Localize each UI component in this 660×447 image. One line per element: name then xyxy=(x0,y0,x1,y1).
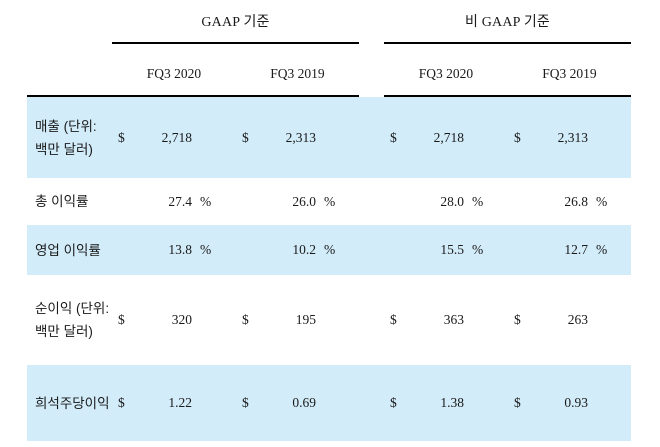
cell-value: 28.0 xyxy=(440,193,464,209)
cell-value: 195 xyxy=(295,312,316,327)
table-row-operating-margin: 영업 이익률 13.8 % 10.2 % 15.5 % 12.7 % xyxy=(27,225,631,275)
column-header-row: FQ3 2020 FQ3 2019 FQ3 2020 FQ3 2019 xyxy=(27,44,631,97)
cell-currency-symbol: $ xyxy=(390,312,397,327)
column-header-spacer xyxy=(27,44,112,97)
cell-value: 26.8 xyxy=(564,193,588,209)
table-row-revenue: 매출 (단위: 백만 달러) $ 2,718 $ 2,313 $ 2,718 $… xyxy=(27,97,631,178)
table-row-net-income: 순이익 (단위: 백만 달러) $ 320 $ 195 $ 363 $ 263 xyxy=(27,275,631,365)
cell-currency-symbol: $ xyxy=(242,129,249,145)
column-header-gaap-fq3-2020: FQ3 2020 xyxy=(112,44,236,97)
cell-percent-sign: % xyxy=(472,193,484,209)
cell-currency-symbol: $ xyxy=(390,129,397,145)
table-row-diluted-eps: 희석주당이익 $ 1.22 $ 0.69 $ 1.38 $ 0.93 xyxy=(27,365,631,441)
cell-value: 26.0 xyxy=(292,193,316,209)
cell-value: 1.22 xyxy=(168,395,192,410)
row-label: 영업 이익률 xyxy=(35,242,101,258)
cell-value: 2,313 xyxy=(557,129,588,145)
cell-value: 1.38 xyxy=(440,395,464,410)
row-label: 매출 (단위: 백만 달러) xyxy=(35,118,97,157)
cell-value: 27.4 xyxy=(168,193,192,209)
cell-currency-symbol: $ xyxy=(390,395,397,410)
row-label: 희석주당이익 xyxy=(35,395,110,411)
cell-value: 2,718 xyxy=(161,129,192,145)
cell-value: 15.5 xyxy=(440,242,464,257)
group-header-spacer xyxy=(27,0,112,44)
cell-currency-symbol: $ xyxy=(242,395,249,410)
cell-currency-symbol: $ xyxy=(514,312,521,327)
cell-currency-symbol: $ xyxy=(514,129,521,145)
cell-percent-sign: % xyxy=(324,242,336,257)
group-gap xyxy=(359,0,384,44)
cell-value: 320 xyxy=(171,312,192,327)
column-header-gaap-fq3-2019: FQ3 2019 xyxy=(236,44,359,97)
cell-value: 12.7 xyxy=(564,242,588,257)
group-gap xyxy=(359,44,384,97)
cell-value: 13.8 xyxy=(168,242,192,257)
cell-percent-sign: % xyxy=(200,193,212,209)
cell-value: 0.93 xyxy=(564,395,588,410)
cell-currency-symbol: $ xyxy=(514,395,521,410)
cell-value: 263 xyxy=(567,312,588,327)
cell-percent-sign: % xyxy=(596,193,608,209)
cell-value: 0.69 xyxy=(292,395,316,410)
row-label: 총 이익률 xyxy=(35,194,89,209)
cell-currency-symbol: $ xyxy=(118,312,125,327)
group-header-gaap: GAAP 기준 xyxy=(112,0,359,44)
column-header-nongaap-fq3-2019: FQ3 2019 xyxy=(508,44,631,97)
group-header-row: GAAP 기준 비 GAAP 기준 xyxy=(27,0,631,44)
row-label: 순이익 (단위: 백만 달러) xyxy=(35,301,110,339)
table-row-gross-margin: 총 이익률 27.4 % 26.0 % 28.0 % 26.8 % xyxy=(27,178,631,225)
cell-percent-sign: % xyxy=(324,193,336,209)
group-header-non-gaap: 비 GAAP 기준 xyxy=(384,0,631,44)
cell-percent-sign: % xyxy=(472,242,484,257)
column-header-nongaap-fq3-2020: FQ3 2020 xyxy=(384,44,508,97)
cell-currency-symbol: $ xyxy=(242,312,249,327)
cell-currency-symbol: $ xyxy=(118,129,125,145)
cell-currency-symbol: $ xyxy=(118,395,125,410)
cell-value: 10.2 xyxy=(292,242,316,257)
cell-value: 363 xyxy=(443,312,464,327)
financial-results-table: GAAP 기준 비 GAAP 기준 FQ3 2020 FQ3 2019 FQ3 … xyxy=(27,0,631,441)
cell-percent-sign: % xyxy=(596,242,608,257)
cell-value: 2,718 xyxy=(433,129,464,145)
cell-value: 2,313 xyxy=(285,129,316,145)
cell-percent-sign: % xyxy=(200,242,212,257)
